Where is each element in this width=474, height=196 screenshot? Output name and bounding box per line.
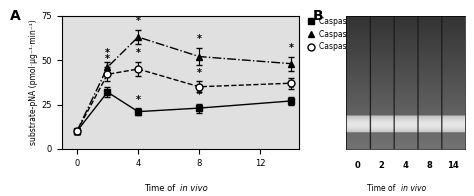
Text: in vivo: in vivo — [180, 184, 208, 193]
Text: 8: 8 — [426, 161, 432, 170]
Text: Time of: Time of — [367, 184, 401, 193]
Text: *: * — [136, 48, 141, 58]
Text: A: A — [9, 9, 20, 23]
Text: B: B — [313, 9, 323, 23]
Text: *: * — [105, 54, 110, 64]
Text: 4: 4 — [402, 161, 408, 170]
Text: *: * — [136, 94, 141, 104]
Text: *: * — [197, 34, 202, 44]
Text: *: * — [289, 84, 293, 94]
Text: Time of: Time of — [144, 184, 180, 193]
Text: 0: 0 — [355, 161, 361, 170]
Text: *: * — [105, 73, 110, 83]
Text: *: * — [197, 90, 202, 100]
Text: *: * — [105, 48, 110, 58]
Text: *: * — [197, 68, 202, 78]
Text: *: * — [136, 16, 141, 26]
Text: *: * — [289, 64, 293, 74]
Text: 14: 14 — [447, 161, 458, 170]
Text: *: * — [289, 43, 293, 53]
Text: in vivo: in vivo — [401, 184, 426, 193]
Legend: Caspase-1 like activity, Caspase-3 like activity, Caspase-8 like activity: Caspase-1 like activity, Caspase-3 like … — [307, 17, 405, 52]
Y-axis label: substrate-pNA (pmol·µg⁻¹·min⁻¹): substrate-pNA (pmol·µg⁻¹·min⁻¹) — [29, 19, 38, 145]
Text: 2: 2 — [379, 161, 384, 170]
